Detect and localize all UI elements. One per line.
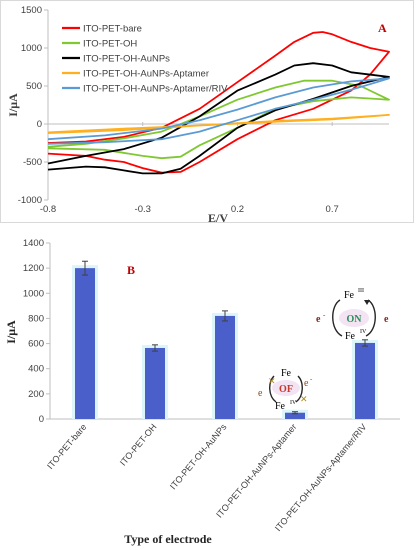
bar	[355, 342, 375, 419]
series-line	[47, 77, 390, 145]
legend-label: ITO-PET-OH	[83, 39, 137, 50]
x-tick-label-a: -0.3	[135, 204, 151, 215]
inset-off-arc-left	[269, 375, 277, 403]
y-tick-label-a: -500	[23, 157, 42, 168]
inset-on-arrow-icon	[364, 300, 370, 305]
inset-off-electron-left: e	[258, 388, 263, 399]
inset-off-arc-right	[295, 375, 303, 403]
inset-on-arc-right	[365, 299, 376, 337]
inset-on-fe-top: Fe	[344, 290, 355, 301]
y-tick-label-b: 800	[28, 313, 44, 324]
y-tick-label-a: 500	[26, 81, 42, 92]
panel-label-a: A	[378, 21, 387, 35]
bar	[285, 412, 305, 419]
series-line	[47, 62, 390, 175]
y-tick-label-b: 1400	[23, 238, 44, 249]
legend-label: ITO-PET-OH-AuNPs	[83, 54, 170, 65]
legend-label: ITO-PET-bare	[83, 24, 142, 35]
inset-off-bubble	[272, 380, 300, 396]
y-axis-title-b: I/μA	[4, 320, 18, 344]
bar	[75, 268, 95, 419]
inset-on-fe-bottom-sup: IV	[360, 329, 367, 335]
inset-off-cross: ✕	[268, 376, 276, 386]
bar	[145, 347, 165, 419]
legend-label: ITO-PET-OH-AuNPs-Aptamer	[83, 69, 209, 80]
inset-off-fe-bottom-sup: IV	[290, 400, 297, 406]
y-tick-label-b: 400	[28, 364, 44, 375]
inset-off-fe-top: Fe	[281, 368, 292, 379]
y-tick-label-b: 1000	[23, 288, 44, 299]
inset-on-fe-bottom: Fe	[345, 331, 356, 342]
inset-on-fe-top-sup: III	[358, 288, 364, 294]
category-label: ITO-PET-OH	[118, 422, 159, 468]
y-tick-label-a: 0	[37, 119, 42, 130]
inset-on-electron-left: e	[316, 314, 321, 325]
x-axis-title-a: E/V	[208, 211, 228, 225]
x-tick-label-a: -0.8	[40, 204, 56, 215]
category-label: ITO-PET-OH-AuNPs	[168, 421, 229, 491]
chart-a-frame	[0, 0, 414, 223]
bar	[215, 315, 235, 419]
legend-label: ITO-PET-OH-AuNPs-Aptamer/RIV	[83, 84, 228, 95]
category-label: ITO-PET-bare	[45, 422, 89, 471]
x-axis-title-b: Type of electrode	[124, 532, 212, 546]
inset-off-fe-bottom: Fe	[275, 401, 286, 412]
inset-on-switch: ON	[347, 314, 363, 325]
inset-off-electron-sup: -	[310, 375, 313, 383]
y-tick-label-b: 200	[28, 389, 44, 400]
y-tick-label-b: 1200	[23, 263, 44, 274]
y-axis-title-a: I/μA	[6, 93, 20, 117]
series-line	[47, 31, 390, 174]
y-tick-label-b: 600	[28, 339, 44, 350]
inset-off-electron-right: e	[304, 378, 309, 389]
inset-off-switch: OF	[279, 384, 293, 395]
y-tick-label-a: -1000	[18, 195, 42, 206]
inset-on-electron-sup: -	[323, 311, 326, 319]
y-tick-label-a: 1000	[21, 43, 42, 54]
inset-on-arc-left	[332, 299, 343, 337]
panel-label-b: B	[127, 263, 135, 277]
x-tick-label-a: 0.2	[231, 204, 244, 215]
inset-off-cross: ✕	[300, 394, 308, 404]
inset-on-bubble	[339, 309, 369, 327]
x-tick-label-a: 0.7	[326, 204, 339, 215]
category-label: ITO-PET-OH-AuNPs-Aptamer	[214, 422, 298, 520]
y-tick-label-b: 0	[39, 414, 44, 425]
y-tick-label-a: 1500	[21, 5, 42, 16]
inset-on-electron-right: e	[384, 314, 389, 325]
